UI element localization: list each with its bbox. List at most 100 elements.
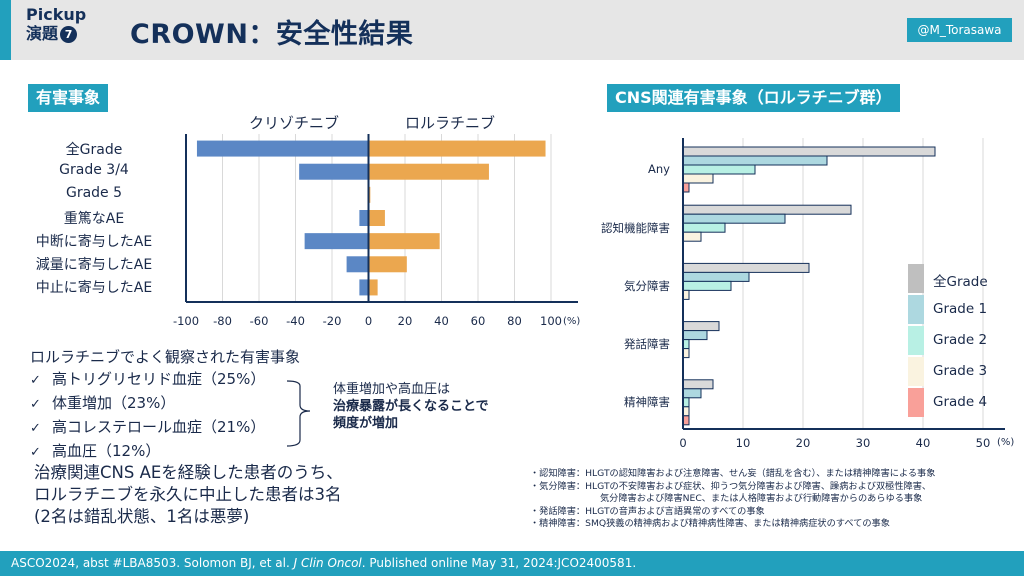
bar-grade-1 [682, 155, 828, 166]
common-ae-heading: ロルラチニブでよく観察された有害事象 [30, 348, 301, 366]
list-item: ✓ 高トリグリセリド血症（25%） [30, 368, 300, 392]
footnotes: ・認知障害：HLGTの認知障害および注意障害、せん妄（錯乱を含む）、または精神障… [530, 468, 935, 531]
x-tick-label: 20 [795, 436, 811, 450]
x-tick-label: -80 [213, 314, 232, 328]
note-line: ロルラチニブを永久に中止した患者は3名 [34, 485, 342, 504]
page-title: CROWN：安全性結果 [130, 19, 414, 50]
footnote: ・気分障害：HLGTの不安障害および症状、抑うつ気分障害および障害、躁病および双… [530, 480, 932, 492]
note-line: 治療関連CNS AEを経験した患者のうち、 [34, 463, 343, 482]
legend-label: Grade 2 [933, 332, 988, 348]
bar-crizotinib [299, 163, 369, 180]
category-label: 全Grade [65, 141, 123, 158]
check-icon: ✓ [30, 397, 41, 412]
check-icon: ✓ [30, 445, 41, 460]
bar-全grade [682, 146, 936, 157]
x-unit-label: (%) [997, 437, 1015, 448]
bar-crizotinib [304, 233, 369, 250]
x-tick-label: 20 [397, 314, 413, 328]
bar-lorlatinib [368, 210, 385, 226]
x-tick-label: -60 [249, 314, 269, 328]
bar-lorlatinib [368, 140, 546, 157]
x-tick-label: 0 [679, 436, 687, 450]
brace-note-emphasis: 治療暴露が長くなることで [333, 399, 489, 414]
brace-note: 体重増加や高血圧は 治療暴露が長くなることで 頻度が増加 [333, 381, 489, 432]
cns-discontinuation-note: 治療関連CNS AEを経験した患者のうち、 ロルラチニブを永久に中止した患者は3… [34, 462, 343, 528]
bar-lorlatinib [368, 163, 489, 180]
category-label: 中断に寄与したAE [35, 234, 153, 251]
citation-footer: ASCO2024, abst #LBA8503. Solomon BJ, et … [0, 551, 1024, 576]
x-tick-label: 60 [470, 314, 486, 328]
legend-label: Grade 4 [933, 394, 988, 410]
x-tick-label: 50 [975, 436, 991, 450]
x-tick-label: 40 [434, 314, 449, 328]
category-label: 発話障害 [624, 337, 670, 352]
bar-crizotinib [346, 256, 369, 273]
bar-全grade [682, 321, 720, 332]
list-item-text: 高血圧（12%） [52, 442, 161, 460]
footnote: ・精神障害：SMQ狭義の精神病および精神病性障害、または精神病症状のすべての事象 [530, 518, 890, 529]
x-tick-label: 100 [540, 314, 562, 328]
pickup-badge: Pickup 演題 7 [26, 5, 86, 43]
author-handle: @M_Torasawa [907, 18, 1012, 42]
list-item-text: 体重増加（23%） [52, 394, 176, 412]
bar-grade-2 [682, 280, 732, 291]
x-tick-label: 0 [364, 314, 373, 328]
category-label: 認知機能障害 [601, 220, 670, 235]
legend-swatch [908, 388, 924, 417]
bar-crizotinib [196, 140, 369, 157]
x-tick-label: 40 [915, 436, 931, 450]
pickup-label: Pickup [26, 5, 87, 24]
bar-全grade [682, 204, 852, 215]
bar-grade-1 [682, 271, 750, 282]
category-label: Grade 5 [65, 184, 123, 201]
check-icon: ✓ [30, 421, 41, 436]
group-label-lorlatinib: ロルラチニブ [405, 114, 496, 132]
list-item: ✓ 高血圧（12%） [30, 440, 300, 464]
pickup-presentation-label: 演題 [26, 24, 59, 43]
brace-note-line: 体重増加や高血圧は [333, 382, 451, 397]
legend-item: 全Grade [908, 264, 1018, 294]
bar-grade-1 [682, 213, 786, 224]
footnote: ・認知障害：HLGTの認知障害および注意障害、せん妄（錯乱を含む）、または精神障… [530, 468, 936, 479]
category-label: 重篤なAE [63, 211, 125, 227]
note-line: (2名は錯乱状態、1名は悪夢) [34, 507, 250, 526]
x-tick-label: -40 [286, 314, 305, 328]
legend-swatch [908, 295, 924, 324]
category-label: 気分障害 [624, 278, 670, 293]
bar-grade-2 [682, 164, 756, 175]
x-tick-label: -100 [172, 314, 200, 328]
common-ae-list: ロルラチニブでよく観察された有害事象 ✓ 高トリグリセリド血症（25%） ✓ 体重増… [30, 346, 300, 464]
x-tick-label: 80 [507, 314, 522, 328]
legend-label: 全Grade [933, 274, 988, 290]
legend-label: Grade 1 [933, 301, 988, 317]
list-item: ✓ 体重増加（23%） [30, 392, 300, 416]
legend-item: Grade 2 [908, 326, 1018, 356]
category-label: 中止に寄与したAE [35, 280, 153, 297]
legend-item: Grade 3 [908, 357, 1018, 387]
footnote: ・発話障害：HLGTの音声および言語異常のすべての事象 [530, 505, 765, 517]
bar-全grade [682, 379, 714, 390]
list-item: ✓ 高コレステロール血症（21%） [30, 416, 300, 440]
list-item-text: 高トリグリセリド血症（25%） [52, 370, 266, 388]
legend-swatch [908, 264, 924, 293]
footnote-continuation: 気分障害および障害NEC、または人格障害および行動障害からのあらゆる事象 [600, 493, 923, 504]
pickup-number: 7 [60, 26, 78, 43]
legend-item: Grade 4 [908, 388, 1018, 418]
bar-grade-2 [682, 222, 726, 233]
bar-grade-1 [682, 388, 702, 399]
legend-swatch [908, 357, 924, 386]
citation-text: ASCO2024, abst #LBA8503. Solomon BJ, et … [11, 556, 294, 570]
category-label: 精神障害 [624, 395, 670, 410]
group-label-crizotinib: クリゾチニブ [249, 114, 340, 132]
legend-label: Grade 3 [933, 363, 988, 379]
bar-全grade [682, 262, 810, 273]
citation-text: . Published online May 31, 2024:JCO24005… [361, 556, 637, 570]
section-label-adverse-events: 有害事象 [28, 84, 109, 112]
x-tick-label: 30 [855, 436, 871, 450]
x-unit-label: (%) [563, 316, 581, 327]
citation-journal: J Clin Oncol [293, 556, 362, 570]
bar-grade-3 [682, 231, 702, 242]
bar-grade-1 [682, 330, 708, 341]
